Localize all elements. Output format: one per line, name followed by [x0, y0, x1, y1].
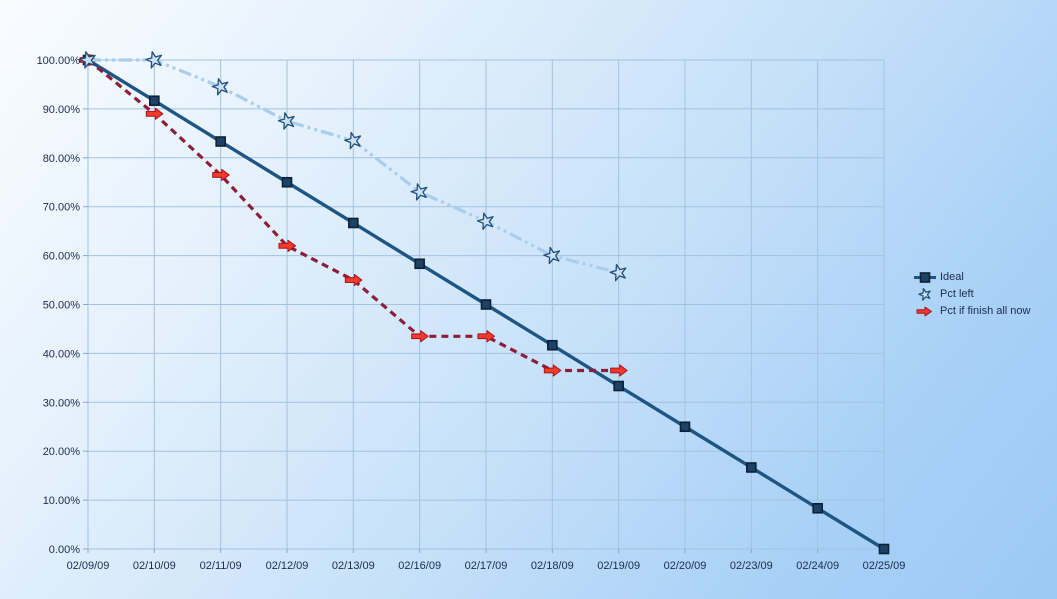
data-point-square-marker: [414, 258, 425, 270]
data-point-star-marker: [211, 78, 229, 96]
series-pct-left: [78, 51, 627, 282]
x-axis-label: 02/23/09: [730, 560, 773, 572]
data-point-square-marker: [215, 136, 226, 147]
data-point-star-marker: [145, 51, 163, 69]
y-axis-label: 10.00%: [43, 495, 81, 507]
data-point-star-marker: [609, 263, 627, 282]
legend-item-ideal: Ideal: [914, 271, 1030, 284]
y-axis-label: 60.00%: [43, 251, 81, 263]
data-point-square-marker: [878, 543, 890, 555]
data-point-arrow-marker: [278, 239, 296, 252]
arrow-marker-icon: [916, 306, 932, 317]
data-point-square-marker: [281, 176, 293, 188]
x-axis-label: 02/10/09: [133, 560, 176, 572]
y-axis-label: 70.00%: [43, 202, 81, 214]
data-point-star-marker: [543, 246, 561, 265]
data-point-square-marker: [679, 421, 691, 433]
data-point-arrow-marker: [212, 168, 230, 182]
legend-item-pct-if-finish: Pct if finish all now: [914, 305, 1030, 318]
y-axis-label: 0.00%: [49, 544, 80, 556]
y-axis-label: 100.00%: [37, 55, 81, 67]
star-marker-icon: [918, 288, 931, 301]
legend-label-pct-left: Pct left: [940, 288, 974, 300]
legend-arrow: [916, 306, 932, 317]
data-point-arrow-marker: [344, 273, 363, 287]
x-axis-label: 02/13/09: [332, 560, 375, 572]
data-point-star-marker: [277, 112, 295, 130]
data-point-square-marker: [746, 462, 757, 473]
x-axis-label: 02/20/09: [664, 560, 707, 572]
legend-square: [919, 272, 931, 283]
data-point-star-marker: [476, 212, 494, 230]
data-point-star-marker: [344, 131, 362, 150]
data-point-arrow-marker: [145, 107, 164, 120]
data-point-square-marker: [348, 217, 359, 229]
data-point-arrow-marker: [477, 330, 495, 343]
x-axis-label: 02/16/09: [398, 560, 441, 572]
x-axis-label: 02/12/09: [266, 560, 309, 572]
y-axis-label: 90.00%: [43, 104, 81, 116]
y-axis-label: 40.00%: [43, 348, 81, 360]
x-axis-label: 02/11/09: [200, 560, 242, 572]
data-point-square-marker: [149, 95, 160, 107]
x-axis-label: 02/17/09: [465, 560, 508, 572]
y-axis-label: 50.00%: [43, 300, 81, 312]
legend-item-pct-left: Pct left: [914, 288, 1030, 301]
legend-star: [918, 288, 931, 301]
data-point-star-marker: [410, 183, 428, 201]
chart-legend: Ideal Pct left Pct if finish all now: [914, 271, 1030, 318]
data-point-square-marker: [480, 299, 492, 310]
x-axis-label: 02/25/09: [863, 560, 906, 572]
data-point-square-marker: [812, 502, 823, 514]
x-axis-label: 02/09/09: [67, 560, 110, 572]
x-axis-label: 02/18/09: [531, 560, 574, 572]
x-axis-label: 02/19/09: [597, 560, 640, 572]
y-axis-label: 20.00%: [43, 446, 81, 458]
data-point-square-marker: [547, 339, 558, 351]
data-point-square-marker: [613, 380, 624, 392]
ideal-line-marker-icon: [914, 272, 936, 283]
y-axis-label: 80.00%: [43, 153, 81, 165]
x-axis-label: 02/24/09: [796, 560, 839, 572]
data-point-arrow-marker: [543, 364, 562, 377]
data-point-arrow-marker: [411, 330, 429, 343]
y-axis-label: 30.00%: [43, 397, 81, 409]
data-point-star-marker: [78, 51, 96, 69]
data-point-arrow-marker: [610, 364, 628, 377]
legend-label-ideal: Ideal: [940, 271, 964, 283]
legend-label-pct-if-finish: Pct if finish all now: [940, 305, 1031, 317]
